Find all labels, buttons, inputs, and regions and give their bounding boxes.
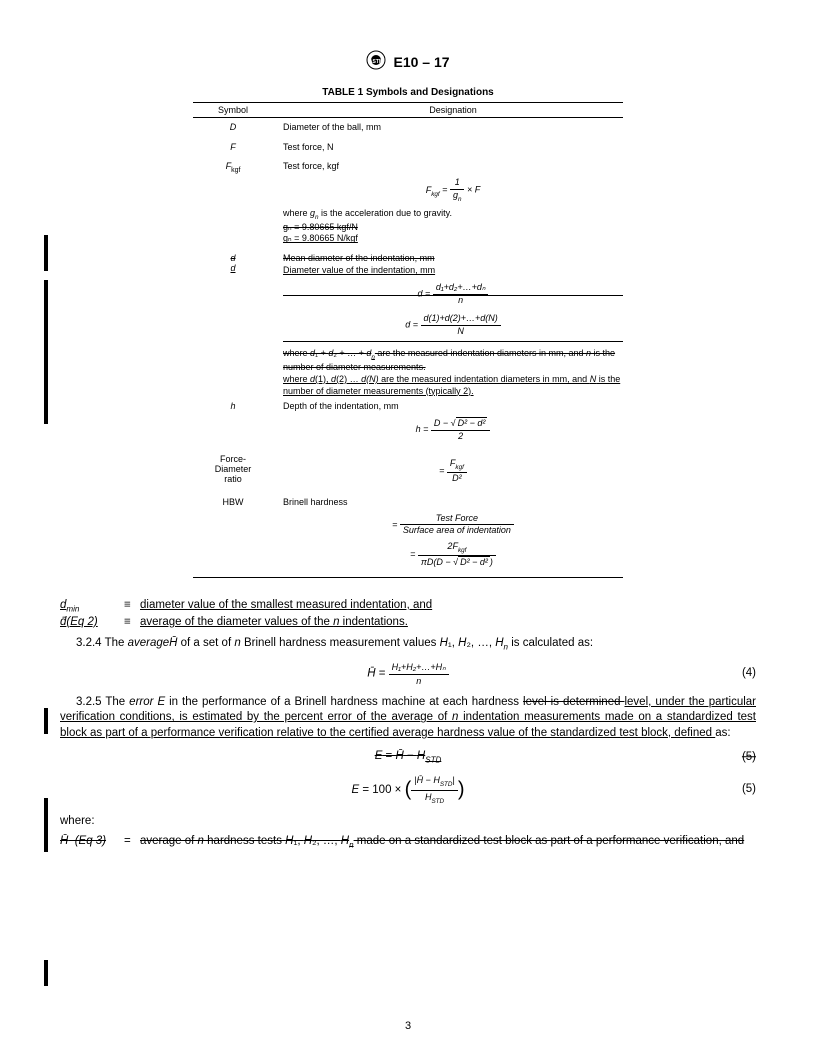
col-header-symbol: Symbol	[193, 105, 273, 115]
para-3.2.4: 3.2.4 The averageH̄ of a set of n Brinel…	[60, 636, 756, 653]
sym-D: D	[193, 122, 273, 132]
def-dmin-eq: ≡	[124, 598, 140, 615]
des-h: Depth of the indentation, mm h = D − √D²…	[273, 401, 623, 446]
note-d-strike: where d₁ + d₂ + … + dn are the measured …	[283, 348, 623, 374]
des-d: Mean diameter of the indentation, mm Dia…	[273, 253, 623, 397]
row-F: F Test force, N	[193, 138, 623, 158]
changebar-5	[44, 960, 48, 986]
where-H-eq: =	[124, 834, 140, 851]
col-header-designation: Designation	[273, 105, 623, 115]
def-dbar-eq: ≡	[124, 615, 140, 631]
sym-h: h	[193, 401, 273, 411]
def-dbar-text: average of the diameter values of the n …	[140, 615, 432, 631]
row-Fkgf: Fkgf Test force, kgf Fkgf = 1gn × F wher…	[193, 157, 623, 249]
symbols-table: Symbol Designation D Diameter of the bal…	[193, 102, 623, 578]
def-dmin-sym: dmin	[60, 598, 124, 615]
equation-5-old: E = H̄ − HSTD (5)	[60, 749, 756, 766]
row-d: d d Mean diameter of the indentation, mm…	[193, 249, 623, 397]
page-number: 3	[0, 1020, 816, 1032]
table-header-row: Symbol Designation	[193, 102, 623, 118]
des-D: Diameter of the ball, mm	[273, 122, 623, 134]
formula-d-old: d = d₁+d₂+…+dₙn	[283, 282, 623, 306]
formula-hbw-1: = Test ForceSurface area of indentation	[283, 513, 623, 537]
sym-hbw: HBW	[193, 497, 273, 507]
note-Fkgf-under: gₙ = 9.80665 N/kgf	[283, 233, 623, 245]
row-D: D Diameter of the ball, mm	[193, 118, 623, 138]
sym-d: d d	[193, 253, 273, 273]
equation-4: H̄ = H₁+H₂+…+Hₙn (4)	[60, 661, 756, 686]
def-dmin-text: diameter value of the smallest measured …	[140, 598, 432, 615]
eq5b-number: (5)	[742, 783, 756, 799]
note-Fkgf-where: where gn is the acceleration due to grav…	[283, 208, 623, 222]
note-Fkgf-strike: gₙ = 9.80665 kgf/N	[283, 222, 623, 234]
des-d-strike: Mean diameter of the indentation, mm	[283, 253, 623, 265]
para-3.2.5: 3.2.5 The error E in the performance of …	[60, 695, 756, 742]
body-text: dmin ≡ diameter value of the smallest me…	[60, 598, 756, 851]
doc-header: ASTM E10 – 17	[60, 50, 756, 73]
where-H-sym: H̄ (Eq 3)	[60, 834, 124, 851]
sym-fd: Force-Diameterratio	[193, 454, 273, 484]
sym-Fkgf: Fkgf	[193, 161, 273, 174]
des-hbw-text: Brinell hardness	[283, 497, 623, 509]
defs-dmin-dbar: dmin ≡ diameter value of the smallest me…	[60, 598, 432, 631]
formula-Fkgf: Fkgf = 1gn × F	[283, 177, 623, 204]
formula-hbw-2: = 2Fkgf πD(D − √D² − d²)	[283, 541, 623, 569]
row-h: h Depth of the indentation, mm h = D − √…	[193, 397, 623, 450]
des-Fkgf-text: Test force, kgf	[283, 161, 623, 173]
doc-designation: E10 – 17	[394, 54, 450, 70]
des-F: Test force, N	[273, 142, 623, 154]
where-H: H̄ (Eq 3) = average of n hardness tests …	[60, 834, 744, 851]
where-label: where:	[60, 814, 756, 830]
def-dbar-sym: d̄(Eq 2)	[60, 615, 124, 631]
des-hbw: Brinell hardness = Test ForceSurface are…	[273, 497, 623, 573]
des-h-text: Depth of the indentation, mm	[283, 401, 623, 413]
eq4-number: (4)	[742, 666, 756, 682]
des-fd: = FkgfD²	[273, 454, 623, 489]
row-hbw: HBW Brinell hardness = Test ForceSurface…	[193, 493, 623, 577]
sym-d-strike: d	[193, 253, 273, 263]
sym-F: F	[193, 142, 273, 152]
changebar-2	[44, 280, 48, 424]
where-H-def: average of n hardness tests H₁, H₂, …, H…	[140, 834, 744, 851]
sym-d-under: d	[193, 263, 273, 273]
formula-fd: = FkgfD²	[283, 458, 623, 485]
changebar-4	[44, 798, 48, 852]
svg-text:ASTM: ASTM	[369, 59, 383, 65]
des-d-under: Diameter value of the indentation, mm	[283, 265, 623, 277]
row-force-diameter: Force-Diameterratio = FkgfD²	[193, 450, 623, 493]
table-title: TABLE 1 Symbols and Designations	[60, 87, 756, 98]
formula-d-new: d = d(1)+d(2)+…+d(N)N	[283, 313, 623, 342]
des-Fkgf: Test force, kgf Fkgf = 1gn × F where gn …	[273, 161, 623, 245]
eq5a-number: (5)	[742, 750, 756, 766]
changebar-1	[44, 235, 48, 271]
astm-logo-icon: ASTM	[366, 50, 386, 73]
changebar-3	[44, 708, 48, 734]
formula-h: h = D − √D² − d² 2	[283, 417, 623, 442]
equation-5-new: E = 100 × ( |H̄ − HSTD| HSTD ) (5)	[60, 774, 756, 806]
note-d-under: where d(1), d(2) … d(N) are the measured…	[283, 374, 623, 397]
